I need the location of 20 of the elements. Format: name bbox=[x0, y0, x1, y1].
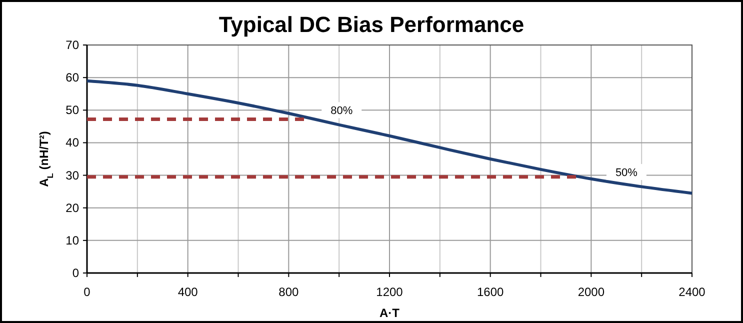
y-tick-label: 10 bbox=[66, 233, 80, 248]
x-tick-label: 2400 bbox=[678, 285, 706, 299]
y-tick-label: 70 bbox=[66, 38, 80, 52]
x-tick-label: 400 bbox=[178, 285, 198, 299]
chart-title: Typical DC Bias Performance bbox=[218, 12, 524, 37]
x-tick-label: 2000 bbox=[578, 285, 605, 299]
y-tick-label: 50 bbox=[66, 103, 80, 118]
x-tick-label: 1600 bbox=[476, 285, 504, 299]
y-tick-label: 30 bbox=[66, 168, 80, 182]
x-tick-label: 1200 bbox=[376, 285, 404, 299]
y-tick-label: 20 bbox=[66, 200, 80, 215]
y-tick-label: 0 bbox=[72, 266, 80, 280]
line-series bbox=[86, 79, 694, 195]
x-axis-title: A·T bbox=[380, 306, 400, 320]
x-tick-label: 800 bbox=[278, 285, 299, 299]
x-tick-label: 0 bbox=[84, 285, 91, 299]
annotation: 80% bbox=[330, 105, 353, 118]
y-tick-label: 60 bbox=[66, 70, 80, 85]
y-tick-label: 40 bbox=[66, 136, 80, 150]
annotation: 50% bbox=[615, 167, 638, 180]
